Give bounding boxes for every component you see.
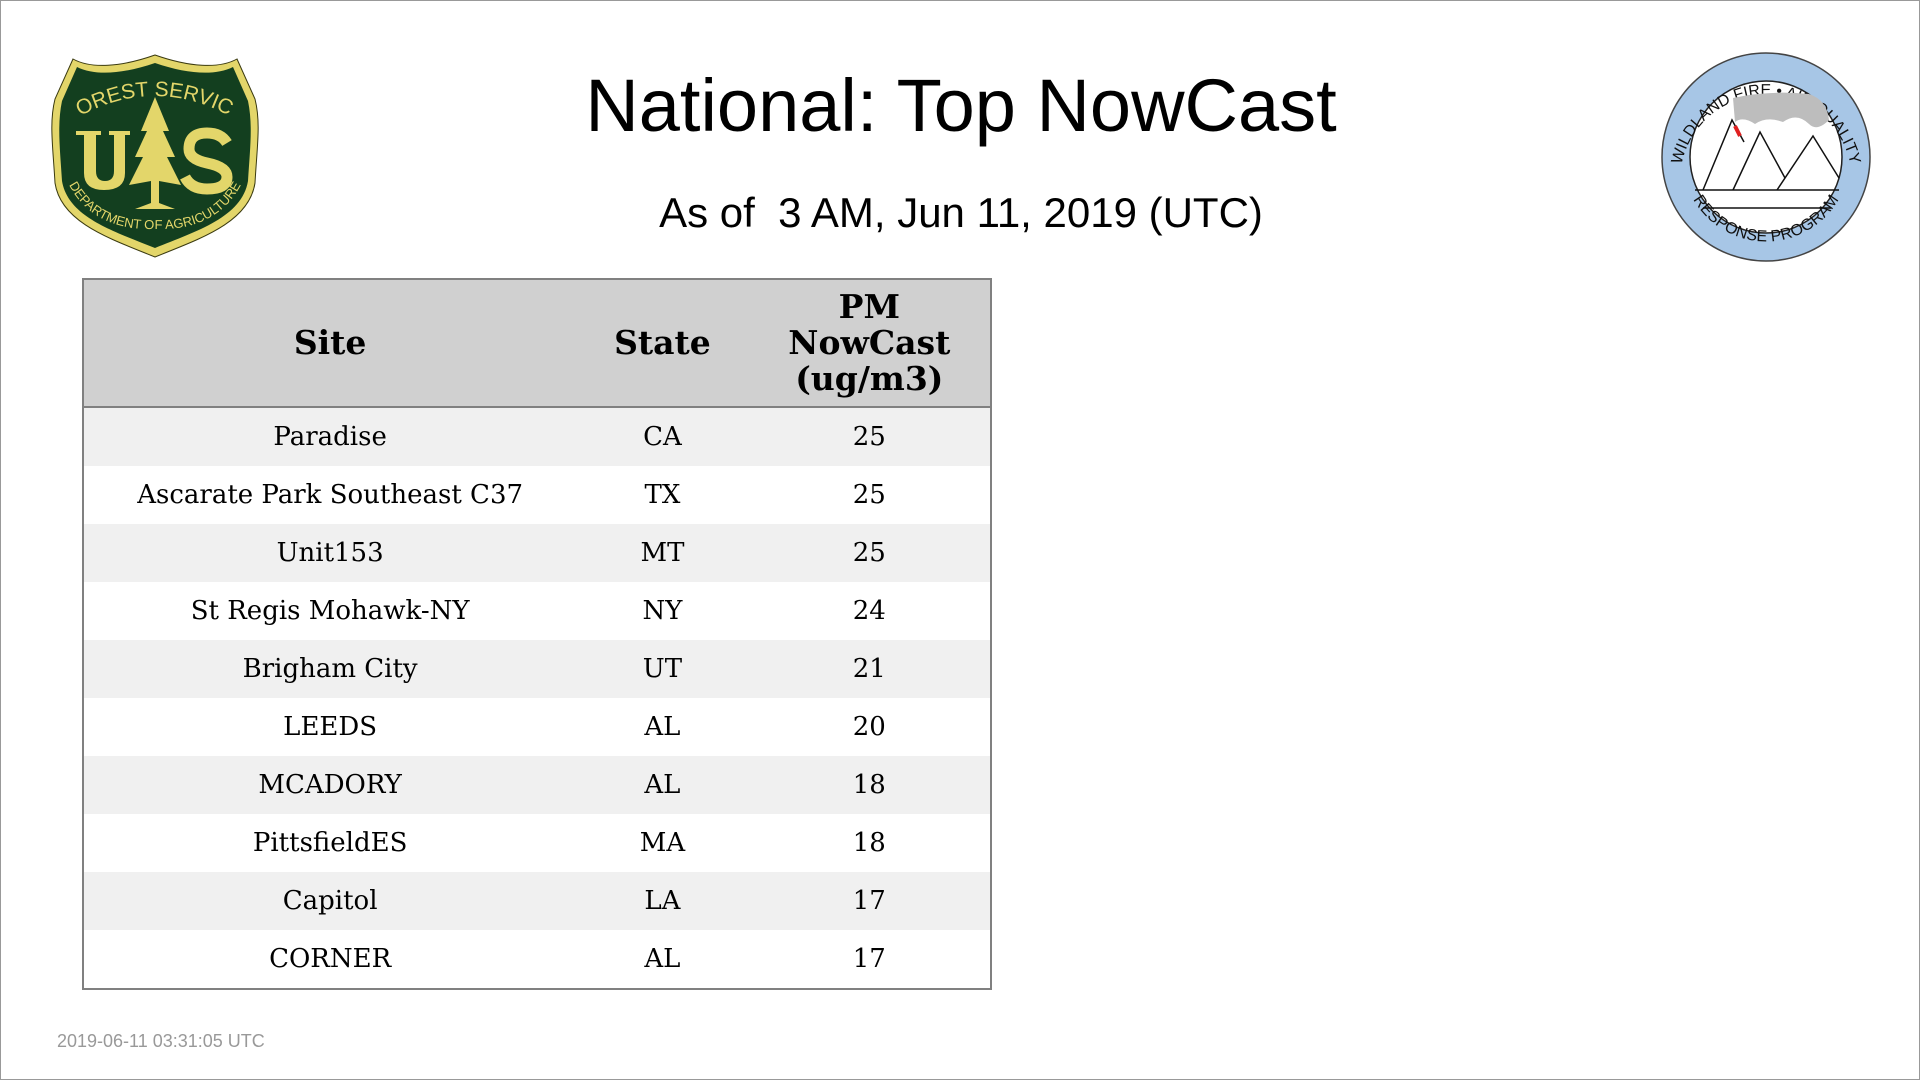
cell-pm-nowcast: 25 xyxy=(748,466,991,524)
cell-pm-nowcast: 24 xyxy=(748,582,991,640)
cell-pm-nowcast: 18 xyxy=(748,814,991,872)
cell-state: AL xyxy=(576,698,749,756)
table-row: Capitol LA 17 xyxy=(83,872,991,930)
table-header-row: Site State PM NowCast (ug/m3) xyxy=(83,279,991,408)
column-header-pm-nowcast: PM NowCast (ug/m3) xyxy=(748,279,991,408)
letter-u-shape xyxy=(76,131,130,190)
cell-site: LEEDS xyxy=(83,698,577,756)
table-row: Brigham City UT 21 xyxy=(83,640,991,698)
header-line: PM xyxy=(838,287,900,326)
cell-site: Capitol xyxy=(83,872,577,930)
cell-site: MCADORY xyxy=(83,756,577,814)
column-header-state: State xyxy=(576,279,749,408)
cell-site: Paradise xyxy=(83,407,577,466)
cell-site: Ascarate Park Southeast C37 xyxy=(83,466,577,524)
table-row: LEEDS AL 20 xyxy=(83,698,991,756)
letter-s-shape xyxy=(180,127,233,195)
page-subtitle: As of 3 AM, Jun 11, 2019 (UTC) xyxy=(659,189,1263,236)
cell-pm-nowcast: 18 xyxy=(748,756,991,814)
nowcast-table: Site State PM NowCast (ug/m3) Paradise CA… xyxy=(82,278,992,990)
cell-pm-nowcast: 17 xyxy=(748,872,991,930)
wildland-fire-air-quality-logo: WILDLAND FIRE • AIR QUALITY RESPONSE PRO… xyxy=(1661,52,1871,262)
cell-pm-nowcast: 17 xyxy=(748,930,991,989)
cell-pm-nowcast: 25 xyxy=(748,524,991,582)
generated-timestamp: 2019-06-11 03:31:05 UTC xyxy=(57,1031,265,1051)
cell-site: CORNER xyxy=(83,930,577,989)
cell-state: AL xyxy=(576,930,749,989)
cell-pm-nowcast: 21 xyxy=(748,640,991,698)
table-row: MCADORY AL 18 xyxy=(83,756,991,814)
cell-state: CA xyxy=(576,407,749,466)
cell-state: LA xyxy=(576,872,749,930)
cell-site: Unit153 xyxy=(83,524,577,582)
cell-state: UT xyxy=(576,640,749,698)
page-title: National: Top NowCast xyxy=(585,64,1337,147)
cell-pm-nowcast: 25 xyxy=(748,407,991,466)
column-header-site: Site xyxy=(83,279,577,408)
cell-site: PittsfieldES xyxy=(83,814,577,872)
table-row: CORNER AL 17 xyxy=(83,930,991,989)
cell-pm-nowcast: 20 xyxy=(748,698,991,756)
cell-state: TX xyxy=(576,466,749,524)
header-line: (ug/m3) xyxy=(795,359,944,398)
header-line: NowCast xyxy=(788,323,951,362)
forest-service-logo: FOREST SERVICE DEPARTMENT OF AGRICULTURE xyxy=(51,53,259,258)
table-row: St Regis Mohawk-NY NY 24 xyxy=(83,582,991,640)
table-row: Paradise CA 25 xyxy=(83,407,991,466)
tree-icon xyxy=(129,97,181,209)
cell-state: NY xyxy=(576,582,749,640)
table-row: Ascarate Park Southeast C37 TX 25 xyxy=(83,466,991,524)
cell-state: MT xyxy=(576,524,749,582)
cell-state: AL xyxy=(576,756,749,814)
cell-site: St Regis Mohawk-NY xyxy=(83,582,577,640)
table-row: Unit153 MT 25 xyxy=(83,524,991,582)
table-row: PittsfieldES MA 18 xyxy=(83,814,991,872)
cell-state: MA xyxy=(576,814,749,872)
cell-site: Brigham City xyxy=(83,640,577,698)
